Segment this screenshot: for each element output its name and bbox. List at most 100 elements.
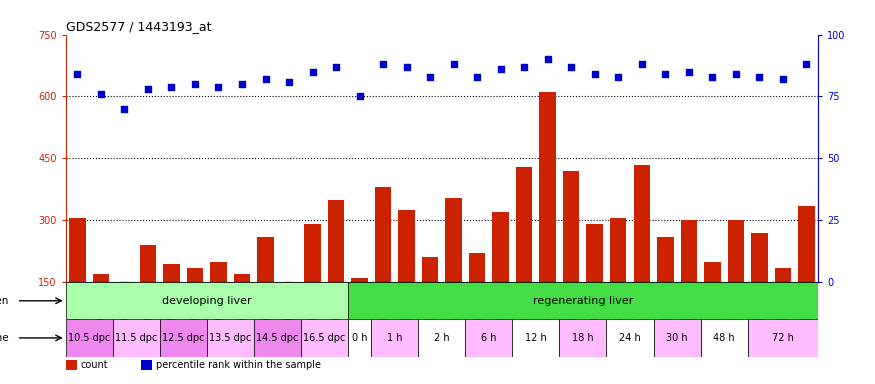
Bar [634, 165, 650, 282]
Point [612, 74, 626, 80]
Bar [304, 224, 321, 282]
Bar [66, 319, 113, 356]
Point [517, 64, 531, 70]
Point [800, 61, 814, 67]
Bar [798, 206, 815, 282]
Text: 30 h: 30 h [666, 333, 688, 343]
Bar [371, 319, 418, 356]
Text: 18 h: 18 h [572, 333, 594, 343]
Bar [210, 262, 227, 282]
Point [70, 71, 84, 77]
Bar [301, 319, 348, 356]
Point [493, 66, 507, 72]
Bar [257, 237, 274, 282]
Text: 12.5 dpc: 12.5 dpc [162, 333, 205, 343]
Text: 1 h: 1 h [387, 333, 402, 343]
Point [705, 74, 719, 80]
Point [376, 61, 390, 67]
Text: regenerating liver: regenerating liver [533, 296, 634, 306]
Bar [160, 319, 206, 356]
Point [164, 83, 178, 89]
Text: time: time [0, 333, 9, 343]
Bar [657, 237, 674, 282]
Bar [774, 268, 791, 282]
Bar [254, 319, 301, 356]
Bar [466, 319, 513, 356]
Text: 6 h: 6 h [481, 333, 497, 343]
Text: 14.5 dpc: 14.5 dpc [256, 333, 298, 343]
Text: 72 h: 72 h [772, 333, 794, 343]
Bar [348, 319, 371, 356]
Point [658, 71, 672, 77]
Text: developing liver: developing liver [162, 296, 251, 306]
Bar [445, 198, 462, 282]
Bar [540, 92, 556, 282]
Point [588, 71, 602, 77]
Text: 16.5 dpc: 16.5 dpc [303, 333, 346, 343]
Point [634, 61, 648, 67]
Text: 10.5 dpc: 10.5 dpc [68, 333, 110, 343]
Point [258, 76, 272, 82]
Bar [701, 319, 747, 356]
Bar [398, 210, 415, 282]
Point [470, 74, 484, 80]
Bar [513, 319, 559, 356]
Bar [751, 233, 767, 282]
Point [282, 79, 296, 85]
Bar [586, 224, 603, 282]
Point [235, 81, 249, 87]
Bar [493, 212, 509, 282]
Text: 0 h: 0 h [352, 333, 367, 343]
Point [353, 93, 367, 99]
Point [329, 64, 343, 70]
Point [305, 69, 319, 75]
Text: 13.5 dpc: 13.5 dpc [209, 333, 251, 343]
Text: 2 h: 2 h [434, 333, 450, 343]
Point [541, 56, 555, 62]
Point [424, 74, 438, 80]
Text: specimen: specimen [0, 296, 9, 306]
Point [752, 74, 766, 80]
Bar [281, 282, 298, 284]
Bar [113, 319, 160, 356]
Bar [141, 361, 152, 371]
Bar [66, 282, 348, 319]
Text: 24 h: 24 h [620, 333, 640, 343]
Point [564, 64, 578, 70]
Bar [563, 171, 579, 282]
Text: 12 h: 12 h [525, 333, 547, 343]
Bar [422, 257, 438, 282]
Bar [66, 361, 77, 371]
Bar [234, 274, 250, 282]
Bar [469, 253, 486, 282]
Text: GDS2577 / 1443193_at: GDS2577 / 1443193_at [66, 20, 211, 33]
Text: 48 h: 48 h [713, 333, 735, 343]
Bar [559, 319, 606, 356]
Bar [418, 319, 466, 356]
Bar [140, 245, 156, 282]
Bar [164, 264, 179, 282]
Bar [704, 262, 720, 282]
Point [729, 71, 743, 77]
Bar [186, 268, 203, 282]
Point [188, 81, 202, 87]
Bar [516, 167, 532, 282]
Point [776, 76, 790, 82]
Point [446, 61, 460, 67]
Point [117, 106, 131, 112]
Bar [206, 319, 254, 356]
Bar [728, 220, 744, 282]
Bar [681, 220, 697, 282]
Point [212, 83, 226, 89]
Bar [606, 319, 654, 356]
Point [400, 64, 414, 70]
Bar [348, 282, 818, 319]
Text: count: count [80, 361, 108, 371]
Point [682, 69, 696, 75]
Bar [352, 278, 367, 282]
Bar [328, 200, 344, 282]
Text: 11.5 dpc: 11.5 dpc [115, 333, 158, 343]
Point [94, 91, 108, 97]
Bar [610, 218, 626, 282]
Bar [116, 282, 133, 301]
